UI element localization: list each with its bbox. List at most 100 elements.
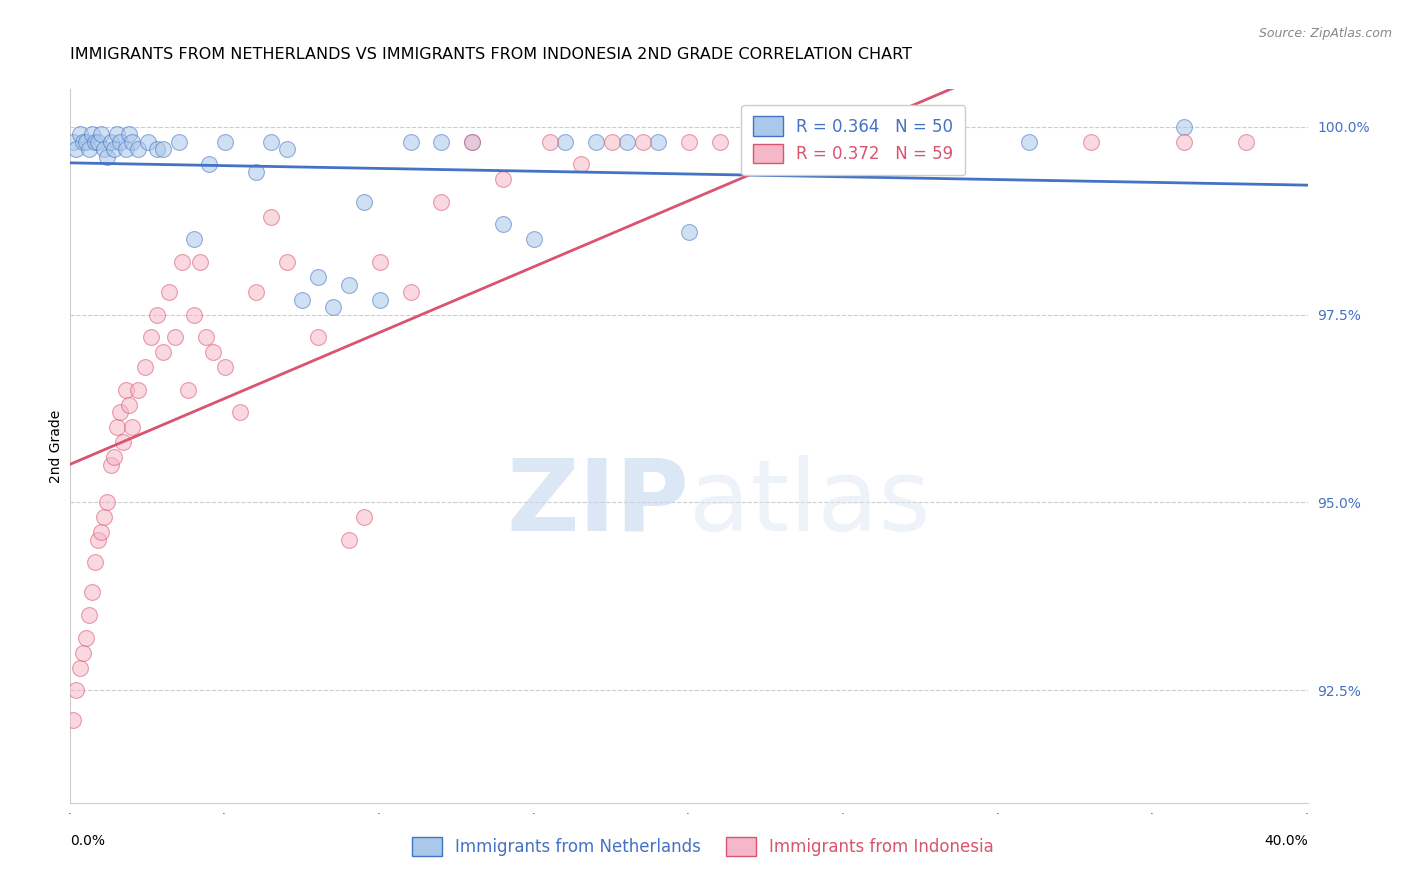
Point — [134, 360, 156, 375]
Point — [201, 345, 224, 359]
Point — [740, 135, 762, 149]
Text: ZIP: ZIP — [506, 455, 689, 551]
Point — [585, 135, 607, 149]
Point — [121, 420, 143, 434]
Point — [554, 135, 576, 149]
Point — [65, 142, 87, 156]
Point — [678, 225, 700, 239]
Point — [538, 135, 561, 149]
Point — [709, 135, 731, 149]
Point — [62, 135, 84, 149]
Point — [72, 646, 94, 660]
Point — [786, 135, 808, 149]
Point — [461, 135, 484, 149]
Point — [399, 135, 422, 149]
Point — [616, 135, 638, 149]
Legend: R = 0.364   N = 50, R = 0.372   N = 59: R = 0.364 N = 50, R = 0.372 N = 59 — [741, 104, 965, 175]
Point — [170, 255, 193, 269]
Point — [62, 713, 84, 727]
Point — [291, 293, 314, 307]
Point — [569, 157, 592, 171]
Point — [115, 383, 138, 397]
Point — [77, 607, 100, 622]
Point — [146, 308, 169, 322]
Point — [801, 135, 824, 149]
Point — [146, 142, 169, 156]
Point — [1173, 135, 1195, 149]
Point — [322, 300, 344, 314]
Point — [523, 232, 546, 246]
Point — [337, 533, 360, 547]
Point — [430, 194, 453, 209]
Point — [214, 135, 236, 149]
Point — [87, 135, 110, 149]
Point — [157, 285, 180, 299]
Point — [214, 360, 236, 375]
Point — [353, 510, 375, 524]
Point — [678, 135, 700, 149]
Point — [1234, 135, 1257, 149]
Point — [121, 135, 143, 149]
Text: atlas: atlas — [689, 455, 931, 551]
Point — [430, 135, 453, 149]
Point — [118, 398, 141, 412]
Point — [492, 172, 515, 186]
Point — [492, 218, 515, 232]
Point — [127, 142, 149, 156]
Point — [353, 194, 375, 209]
Point — [93, 510, 115, 524]
Point — [87, 533, 110, 547]
Point — [75, 135, 97, 149]
Point — [80, 585, 103, 599]
Text: 0.0%: 0.0% — [70, 834, 105, 848]
Point — [108, 405, 131, 419]
Point — [245, 285, 267, 299]
Point — [103, 142, 125, 156]
Point — [260, 135, 283, 149]
Point — [167, 135, 190, 149]
Point — [152, 142, 174, 156]
Point — [77, 142, 100, 156]
Point — [183, 308, 205, 322]
Point — [647, 135, 669, 149]
Point — [69, 128, 91, 142]
Point — [276, 142, 298, 156]
Point — [337, 277, 360, 292]
Point — [84, 135, 107, 149]
Point — [139, 330, 162, 344]
Text: IMMIGRANTS FROM NETHERLANDS VS IMMIGRANTS FROM INDONESIA 2ND GRADE CORRELATION C: IMMIGRANTS FROM NETHERLANDS VS IMMIGRANT… — [70, 47, 912, 62]
Point — [399, 285, 422, 299]
Point — [165, 330, 187, 344]
Point — [631, 135, 654, 149]
Point — [245, 165, 267, 179]
Point — [90, 128, 112, 142]
Point — [600, 135, 623, 149]
Point — [195, 330, 218, 344]
Point — [69, 660, 91, 674]
Point — [100, 458, 122, 472]
Point — [925, 135, 948, 149]
Point — [115, 142, 138, 156]
Point — [105, 420, 128, 434]
Point — [96, 150, 118, 164]
Point — [75, 631, 97, 645]
Point — [118, 128, 141, 142]
Point — [84, 556, 107, 570]
Text: 40.0%: 40.0% — [1264, 834, 1308, 848]
Point — [1080, 135, 1102, 149]
Point — [103, 450, 125, 465]
Point — [276, 255, 298, 269]
Point — [93, 142, 115, 156]
Point — [80, 128, 103, 142]
Point — [108, 135, 131, 149]
Point — [1018, 135, 1040, 149]
Point — [183, 232, 205, 246]
Point — [127, 383, 149, 397]
Point — [307, 270, 329, 285]
Y-axis label: 2nd Grade: 2nd Grade — [49, 409, 63, 483]
Point — [72, 135, 94, 149]
Point — [260, 210, 283, 224]
Point — [90, 525, 112, 540]
Point — [111, 435, 134, 450]
Point — [368, 255, 391, 269]
